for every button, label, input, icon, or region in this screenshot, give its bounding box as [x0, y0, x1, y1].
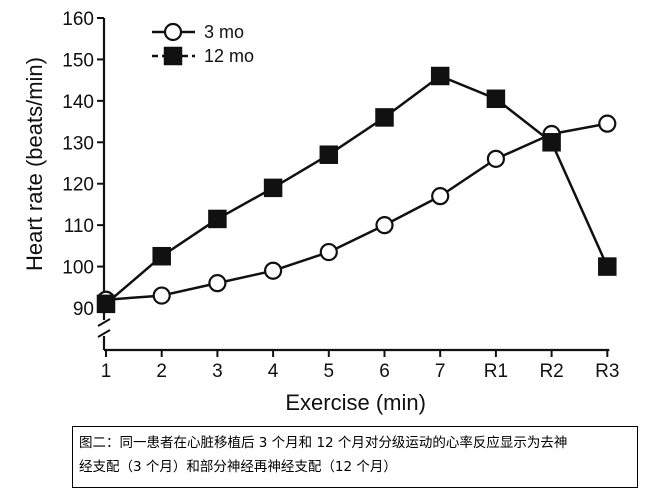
data-point [375, 108, 394, 127]
caption-line-2: 经支配（3 个月）和部分神经再神经支配（12 个月） [79, 459, 397, 475]
series-2-markers [96, 66, 617, 314]
x-tick-label: 6 [379, 361, 390, 382]
axis-break-mark-upper [97, 318, 111, 327]
x-tick-label: R1 [484, 361, 508, 382]
legend-marker [163, 22, 183, 42]
y-axis-ticks: 90 100 110 120 130 140 150 160 [62, 9, 104, 320]
y-tick-label: 150 [62, 50, 94, 71]
y-tick-label: 130 [62, 133, 94, 154]
x-tick-label: 4 [268, 361, 279, 382]
data-point [152, 286, 171, 305]
data-point [431, 187, 450, 206]
data-point [430, 66, 450, 86]
legend-label: 3 mo [204, 22, 244, 42]
series-layer [96, 66, 617, 314]
series-line [105, 74, 609, 305]
data-point [598, 257, 617, 276]
axis-break-mark-lower [97, 329, 111, 338]
heart-rate-chart: 90 100 110 120 130 140 150 160 1 2 3 4 5 6 7 R1 R2 R3 3 … [22, 9, 619, 415]
x-tick-label: R3 [595, 361, 619, 382]
x-tick-label: 3 [212, 361, 223, 382]
x-tick-label: 2 [156, 361, 167, 382]
y-axis-title: Heart rate (beats/min) [22, 57, 47, 271]
series-line [105, 122, 608, 301]
data-point [208, 209, 227, 229]
data-point [486, 89, 506, 109]
data-point [319, 145, 339, 164]
series-1 [105, 122, 608, 301]
x-axis-title: Exercise (min) [285, 390, 426, 415]
x-tick-label: 7 [435, 361, 446, 382]
caption-line-1: 图二：同一患者在心脏移植后 3 个月和 12 个月对分级运动的心率反应显示为去神 [79, 435, 568, 451]
y-tick-label: 100 [62, 258, 94, 279]
data-point [96, 294, 116, 314]
y-tick-label: 110 [64, 216, 94, 237]
x-tick-label: 5 [324, 361, 335, 382]
y-tick-label: 160 [62, 9, 94, 30]
legend: 3 mo 12 mo [152, 22, 254, 66]
data-point [542, 133, 561, 152]
data-point [152, 246, 171, 266]
y-tick-label: 120 [62, 175, 94, 196]
series-2 [105, 74, 609, 305]
data-point [263, 178, 283, 198]
data-point [208, 274, 227, 293]
legend-label: 12 mo [204, 46, 254, 66]
y-tick-label: 90 [73, 299, 94, 320]
legend-item: 3 mo [152, 22, 244, 42]
x-axis-ticks: 1 2 3 4 5 6 7 R1 R2 R3 [101, 350, 619, 382]
legend-item: 12 mo [152, 46, 254, 66]
data-point [264, 261, 283, 280]
chart-axes [97, 18, 610, 352]
data-point [486, 149, 505, 168]
x-tick-label: R2 [539, 361, 563, 382]
y-tick-label: 140 [62, 92, 94, 113]
data-point [598, 114, 617, 133]
series-1-markers [96, 114, 617, 309]
figure-caption: 图二：同一患者在心脏移植后 3 个月和 12 个月对分级运动的心率反应显示为去神… [72, 426, 638, 488]
x-tick-label: 1 [101, 361, 112, 382]
legend-marker [163, 46, 183, 66]
data-point [319, 242, 338, 262]
data-point [375, 216, 394, 235]
